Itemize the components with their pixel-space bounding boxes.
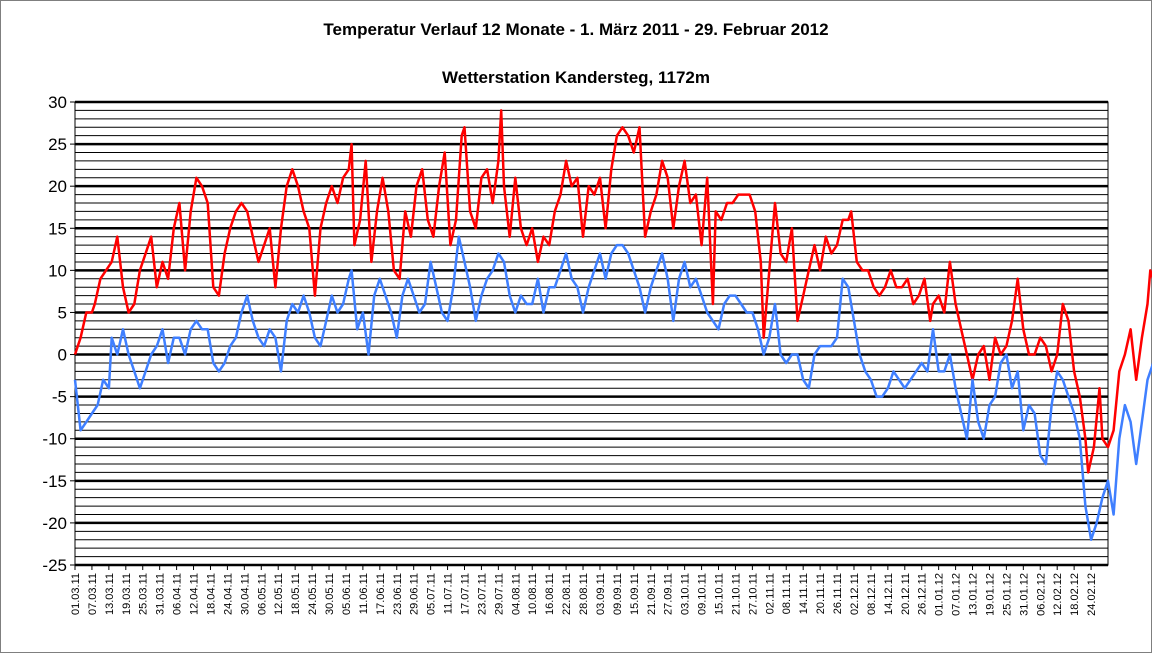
y-tick-label: 25: [48, 135, 67, 154]
x-tick-label: 11.06.11: [358, 573, 370, 614]
y-tick-label: -15: [42, 472, 67, 491]
x-tick-label: 08.12.11: [866, 573, 878, 615]
y-tick-label: 5: [58, 303, 67, 322]
chart-title: Temperatur Verlauf 12 Monate - 1. März 2…: [323, 20, 829, 39]
x-tick-label: 16.08.11: [544, 573, 556, 615]
x-tick-label: 09.10.11: [697, 573, 709, 615]
x-tick-label: 05.06.11: [341, 573, 353, 615]
x-tick-label: 02.12.11: [849, 573, 861, 615]
x-tick-label: 17.06.11: [375, 573, 387, 615]
x-tick-label: 24.05.11: [307, 573, 319, 615]
x-tick-label: 25.01.12: [1001, 573, 1013, 616]
series-line-min: [73, 235, 1152, 541]
x-tick-label: 27.09.11: [663, 573, 675, 615]
x-tick-label: 24.02.12: [1086, 573, 1098, 616]
x-tick-label: 12.02.12: [1052, 573, 1064, 616]
y-tick-label: 10: [48, 261, 67, 280]
x-tick-label: 27.10.11: [747, 573, 759, 615]
x-tick-label: 29.07.11: [493, 573, 505, 615]
x-tick-label: 30.05.11: [324, 573, 336, 615]
x-tick-label: 10.08.11: [527, 573, 539, 615]
series-line-max: [73, 109, 1152, 474]
x-tick-label: 18.02.12: [1069, 573, 1081, 616]
x-tick-label: 31.03.11: [155, 573, 167, 615]
x-tick-label: 05.07.11: [426, 573, 438, 615]
x-tick-label: 18.05.11: [290, 573, 302, 615]
x-axis-ticks: 01.03.11 07.03.11 13.03.11 19.03.11 25.03.11…: [70, 565, 1098, 616]
y-tick-label: -5: [52, 388, 67, 407]
x-tick-label: 13.01.12: [968, 573, 980, 616]
x-tick-label: 12.05.11: [273, 573, 285, 615]
y-tick-label: 30: [48, 93, 67, 112]
x-tick-label: 15.10.11: [714, 573, 726, 615]
x-tick-label: 01.01.12: [934, 573, 946, 616]
x-tick-label: 24.04.11: [222, 573, 234, 615]
x-tick-label: 07.03.11: [87, 573, 99, 615]
y-tick-label: 0: [58, 346, 67, 365]
x-tick-label: 08.11.11: [781, 573, 793, 614]
y-tick-label: 15: [48, 219, 67, 238]
y-tick-label: -10: [42, 430, 67, 449]
x-tick-label: 09.09.11: [612, 573, 624, 615]
x-tick-label: 04.08.11: [510, 573, 522, 615]
x-tick-label: 11.07.11: [443, 573, 455, 614]
x-tick-label: 28.08.11: [578, 573, 590, 615]
x-tick-label: 12.04.11: [189, 573, 201, 615]
x-tick-label: 20.11.11: [815, 573, 827, 614]
x-tick-label: 29.06.11: [409, 573, 421, 615]
x-tick-label: 15.09.11: [629, 573, 641, 615]
x-tick-label: 21.10.11: [730, 573, 742, 615]
x-tick-label: 18.04.11: [205, 573, 217, 615]
x-tick-label: 02.11.11: [764, 573, 776, 614]
x-tick-label: 07.01.12: [951, 573, 963, 616]
x-tick-label: 01.03.11: [70, 573, 82, 615]
x-tick-label: 25.03.11: [138, 573, 150, 615]
series-lines: [73, 109, 1152, 541]
x-tick-label: 26.11.11: [832, 573, 844, 614]
plot-area: [74, 101, 1109, 566]
x-tick-label: 31.01.12: [1018, 573, 1030, 616]
x-tick-label: 23.06.11: [392, 573, 404, 615]
x-tick-label: 21.09.11: [646, 573, 658, 615]
x-tick-label: 14.11.11: [798, 573, 810, 614]
x-tick-label: 06.05.11: [256, 573, 268, 615]
x-tick-label: 14.12.11: [883, 573, 895, 615]
x-tick-label: 06.04.11: [172, 573, 184, 615]
y-tick-label: -25: [42, 556, 67, 575]
y-tick-label: 20: [48, 177, 67, 196]
x-tick-label: 19.03.11: [121, 573, 133, 615]
x-tick-label: 06.02.12: [1035, 573, 1047, 616]
x-tick-label: 23.07.11: [476, 573, 488, 615]
x-tick-label: 30.04.11: [239, 573, 251, 615]
x-tick-label: 22.08.11: [561, 573, 573, 615]
x-tick-label: 13.03.11: [104, 573, 116, 615]
y-axis-ticks: 30 25 20 15 10 5 0 -5 -10 -15 -20 -25: [42, 93, 75, 575]
x-tick-label: 03.09.11: [595, 573, 607, 615]
x-tick-label: 03.10.11: [680, 573, 692, 615]
x-tick-label: 20.12.11: [900, 573, 912, 615]
x-tick-label: 17.07.11: [459, 573, 471, 615]
chart-subtitle: Wetterstation Kandersteg, 1172m: [442, 68, 710, 87]
x-tick-label: 26.12.11: [917, 573, 929, 615]
x-tick-label: 19.01.12: [984, 573, 996, 616]
y-tick-label: -20: [42, 514, 67, 533]
grid-lines: [74, 100, 1109, 567]
